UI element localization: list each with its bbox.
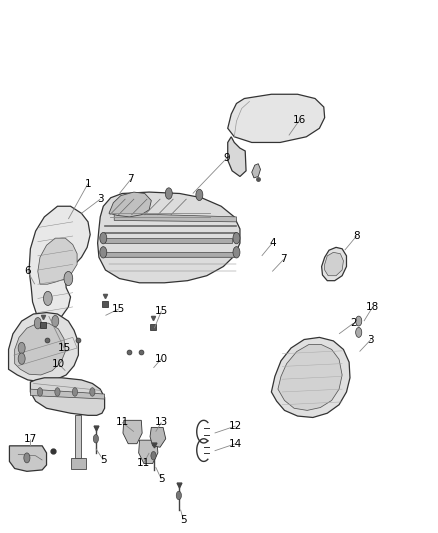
Text: 10: 10 — [155, 354, 168, 364]
Polygon shape — [139, 440, 158, 464]
Circle shape — [93, 434, 99, 443]
Text: 15: 15 — [155, 306, 168, 316]
Polygon shape — [150, 427, 166, 447]
Circle shape — [176, 491, 181, 500]
Polygon shape — [252, 164, 261, 178]
Polygon shape — [325, 252, 343, 276]
Text: 1: 1 — [85, 179, 92, 189]
Circle shape — [165, 188, 172, 199]
Polygon shape — [14, 323, 65, 375]
Circle shape — [100, 232, 107, 244]
Circle shape — [37, 387, 42, 396]
Text: 15: 15 — [112, 304, 125, 314]
Polygon shape — [228, 137, 246, 176]
Text: 3: 3 — [97, 194, 103, 204]
Text: 15: 15 — [57, 343, 71, 353]
Text: 3: 3 — [367, 335, 374, 344]
Polygon shape — [278, 344, 342, 410]
Text: 8: 8 — [353, 231, 360, 241]
Text: 11: 11 — [116, 417, 129, 427]
Text: 16: 16 — [293, 115, 307, 125]
Text: 2: 2 — [350, 318, 357, 328]
Circle shape — [356, 316, 362, 326]
Text: 6: 6 — [25, 266, 31, 277]
Text: 9: 9 — [223, 153, 230, 163]
Polygon shape — [30, 378, 105, 415]
Text: 13: 13 — [155, 417, 168, 427]
Polygon shape — [30, 389, 105, 399]
Text: 4: 4 — [269, 238, 276, 248]
Text: 7: 7 — [280, 254, 287, 264]
Text: 17: 17 — [24, 434, 37, 444]
Circle shape — [72, 387, 78, 396]
Text: 18: 18 — [366, 302, 379, 312]
Text: 5: 5 — [180, 514, 187, 524]
Circle shape — [90, 387, 95, 396]
Circle shape — [100, 247, 107, 258]
Circle shape — [18, 342, 25, 354]
Polygon shape — [114, 213, 237, 222]
Polygon shape — [9, 312, 78, 382]
Polygon shape — [228, 94, 325, 142]
Polygon shape — [272, 337, 350, 417]
Circle shape — [356, 327, 362, 337]
Circle shape — [18, 353, 25, 365]
Polygon shape — [106, 252, 234, 257]
Polygon shape — [98, 192, 240, 283]
Text: 5: 5 — [158, 474, 165, 484]
Polygon shape — [75, 415, 81, 458]
Circle shape — [55, 387, 60, 396]
Polygon shape — [109, 192, 151, 217]
Text: 5: 5 — [100, 455, 106, 465]
Text: 12: 12 — [229, 421, 242, 431]
Polygon shape — [106, 238, 232, 243]
Circle shape — [24, 453, 30, 463]
Text: 10: 10 — [52, 359, 65, 369]
Polygon shape — [123, 421, 142, 443]
Polygon shape — [321, 247, 346, 281]
Circle shape — [43, 292, 52, 305]
Polygon shape — [10, 446, 46, 471]
Text: 7: 7 — [127, 174, 134, 184]
Polygon shape — [38, 238, 77, 284]
Circle shape — [196, 189, 203, 200]
Circle shape — [34, 318, 41, 329]
Circle shape — [233, 232, 240, 244]
Circle shape — [64, 271, 73, 286]
Circle shape — [233, 247, 240, 258]
Polygon shape — [71, 458, 86, 469]
Circle shape — [52, 316, 59, 327]
Circle shape — [151, 451, 156, 460]
Text: 11: 11 — [137, 458, 151, 468]
Text: 14: 14 — [229, 439, 242, 449]
Polygon shape — [29, 206, 90, 321]
